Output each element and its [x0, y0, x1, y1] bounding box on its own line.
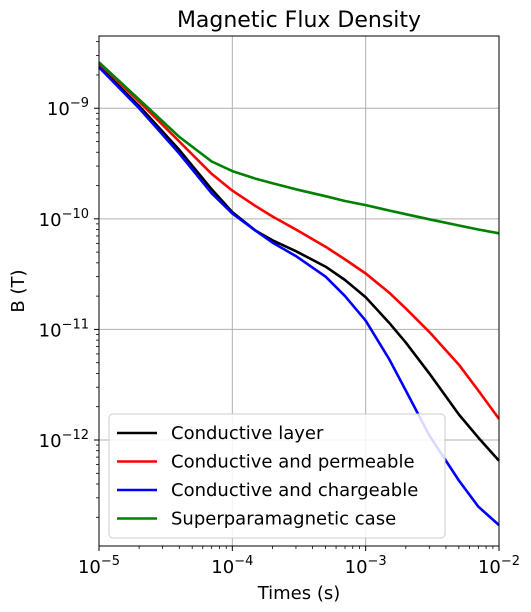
- y-tick-label: 10−9: [47, 96, 89, 120]
- legend-label: Conductive and permeable: [171, 452, 415, 473]
- legend-label: Superparamagnetic case: [171, 509, 396, 530]
- series-line-4: [98, 61, 500, 235]
- x-tick-label: 10−5: [78, 554, 120, 578]
- legend-frame: [108, 413, 446, 539]
- legend-label: Conductive and chargeable: [171, 480, 418, 501]
- legend-label: Conductive layer: [171, 423, 324, 444]
- x-tick-label: 10−4: [211, 554, 253, 578]
- plot-frame: [98, 35, 500, 547]
- x-axis-label: Times (s): [257, 583, 341, 604]
- y-axis-label: B (T): [8, 269, 29, 312]
- y-tick-label: 10−12: [39, 428, 89, 452]
- legend: Conductive layer Conductive and permeable…: [108, 413, 446, 539]
- y-tick-label: 10−11: [39, 317, 89, 341]
- y-tick-label: 10−10: [39, 207, 89, 231]
- chart-title: Magnetic Flux Density: [177, 8, 421, 33]
- series-line-1: [98, 65, 500, 462]
- series-line-2: [98, 62, 501, 420]
- ticks: 10−5 10−4 10−3 10−2 10−12 10−11 10−10 10−9: [39, 41, 520, 578]
- x-tick-label: 10−3: [345, 554, 387, 578]
- x-tick-label: 10−2: [478, 554, 520, 578]
